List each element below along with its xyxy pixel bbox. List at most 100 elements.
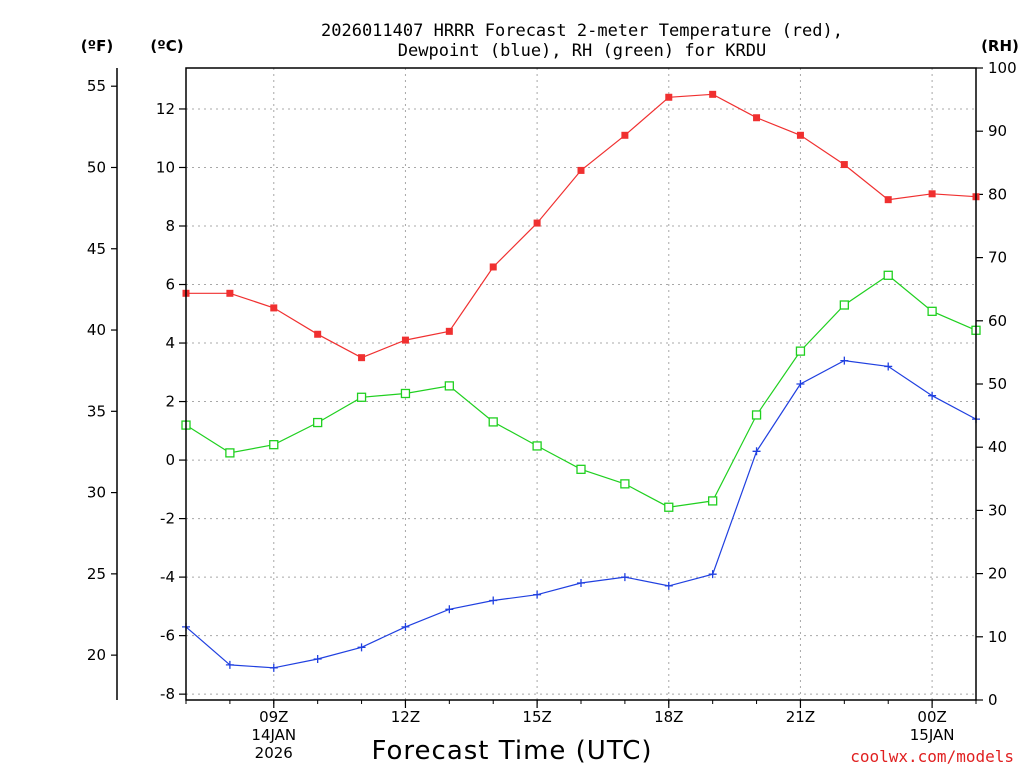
rh-point xyxy=(839,300,849,310)
dewpoint-point xyxy=(577,578,585,587)
fahrenheit-tick-label: 40 xyxy=(87,321,106,339)
temperature-point xyxy=(665,93,673,101)
rh-point xyxy=(444,381,454,391)
celsius-tick-label: 12 xyxy=(156,100,175,118)
dewpoint-point xyxy=(928,391,937,400)
x-tick-year: 2026 xyxy=(255,744,293,762)
dewpoint-point xyxy=(533,590,542,599)
credit-text: coolwx.com/models xyxy=(850,747,1014,766)
rh-point xyxy=(269,440,279,450)
temperature-point xyxy=(928,190,936,198)
dewpoint-point xyxy=(708,570,717,579)
temperature-point xyxy=(621,131,629,139)
fahrenheit-tick-label: 50 xyxy=(87,158,106,176)
temperature-point xyxy=(226,289,234,297)
dewpoint-point xyxy=(357,643,366,652)
celsius-tick-label: 8 xyxy=(165,217,175,235)
chart-title-line1: 2026011407 HRRR Forecast 2-meter Tempera… xyxy=(321,21,843,41)
rh-point xyxy=(927,306,937,316)
celsius-tick-label: -6 xyxy=(160,627,175,645)
celsius-tick-label: -8 xyxy=(160,685,175,703)
rh-tick-label: 80 xyxy=(988,185,1007,203)
fahrenheit-tick-label: 20 xyxy=(87,646,106,664)
celsius-tick-label: 0 xyxy=(165,451,175,469)
rh-point xyxy=(532,441,542,451)
temperature-point xyxy=(445,327,453,335)
fahrenheit-tick-label: 35 xyxy=(87,402,106,420)
celsius-tick-label: 4 xyxy=(165,334,175,352)
dewpoint-point xyxy=(752,447,761,456)
rh-tick-label: 20 xyxy=(988,565,1007,583)
fahrenheit-axis-unit: (ºF) xyxy=(81,37,113,55)
rh-point xyxy=(883,270,893,280)
celsius-axis-unit: (ºC) xyxy=(150,37,183,55)
x-tick-label: 12Z xyxy=(391,708,420,726)
fahrenheit-tick-label: 30 xyxy=(87,484,106,502)
temperature-point xyxy=(840,161,848,169)
celsius-tick-label: 6 xyxy=(165,276,175,294)
rh-tick-label: 100 xyxy=(988,59,1017,77)
rh-point xyxy=(795,346,806,356)
rh-point xyxy=(313,417,323,428)
temperature-point xyxy=(401,336,409,344)
fahrenheit-tick-label: 55 xyxy=(87,77,106,95)
rh-point xyxy=(620,479,630,489)
x-tick-date: 14JAN xyxy=(251,726,296,744)
celsius-tick-label: 2 xyxy=(165,393,175,411)
grid-lines xyxy=(186,68,976,700)
rh-tick-label: 70 xyxy=(988,249,1007,267)
temperature-point xyxy=(577,166,585,174)
rh-point xyxy=(664,502,674,512)
rh-point xyxy=(400,388,411,399)
dewpoint-point xyxy=(884,362,893,371)
plot-frame xyxy=(185,67,977,701)
dewpoint-point xyxy=(796,380,805,388)
x-axis-title: Forecast Time (UTC) xyxy=(371,736,652,766)
dewpoint-point xyxy=(313,655,322,664)
rh-point xyxy=(356,392,367,402)
rh-tick-label: 90 xyxy=(988,122,1007,140)
temperature-point xyxy=(753,114,761,122)
axis-ticks: -8 -6 -4 -2 0 2 4 6 8 10 12 20 25 30 35 40 45 50 55 0 10 20 30… xyxy=(87,59,1017,762)
dewpoint-point xyxy=(445,605,454,614)
temperature-point xyxy=(796,131,804,139)
fahrenheit-tick-label: 45 xyxy=(87,240,106,258)
rh-point xyxy=(488,417,498,427)
x-tick-date: 15JAN xyxy=(910,726,955,744)
dewpoint-point xyxy=(620,573,629,582)
dewpoint-point xyxy=(489,596,498,605)
temperature-point xyxy=(533,219,541,227)
data-series xyxy=(181,90,981,672)
rh-tick-label: 40 xyxy=(988,438,1007,456)
x-tick-label: 00Z xyxy=(917,708,946,726)
temperature-point xyxy=(358,354,366,362)
rh-point xyxy=(751,410,762,420)
rh-point xyxy=(576,464,586,474)
dewpoint-point xyxy=(840,356,849,365)
dewpoint-point xyxy=(401,622,410,631)
celsius-tick-label: -2 xyxy=(160,510,175,528)
temperature-point xyxy=(489,263,497,271)
rh-tick-label: 60 xyxy=(988,312,1007,330)
temperature-point xyxy=(314,330,322,338)
rh-tick-label: 30 xyxy=(988,501,1007,519)
x-tick-label: 09Z xyxy=(259,708,288,726)
rh-axis-unit: (RH) xyxy=(981,37,1019,55)
rh-point xyxy=(225,448,235,458)
x-tick-label: 15Z xyxy=(522,708,551,726)
rh-point xyxy=(708,496,718,506)
celsius-tick-label: -4 xyxy=(160,568,175,586)
chart-title-line2: Dewpoint (blue), RH (green) for KRDU xyxy=(398,41,766,61)
dewpoint-line xyxy=(185,359,977,669)
dewpoint-point xyxy=(269,663,278,672)
temperature-point xyxy=(270,304,278,312)
temperature-point xyxy=(884,196,892,204)
rh-tick-label: 10 xyxy=(988,628,1007,646)
celsius-tick-label: 10 xyxy=(156,158,175,176)
x-tick-label: 21Z xyxy=(786,708,815,726)
x-tick-label: 18Z xyxy=(654,708,683,726)
rh-tick-label: 0 xyxy=(988,691,998,709)
fahrenheit-tick-label: 25 xyxy=(87,565,106,583)
temperature-point xyxy=(709,90,717,98)
